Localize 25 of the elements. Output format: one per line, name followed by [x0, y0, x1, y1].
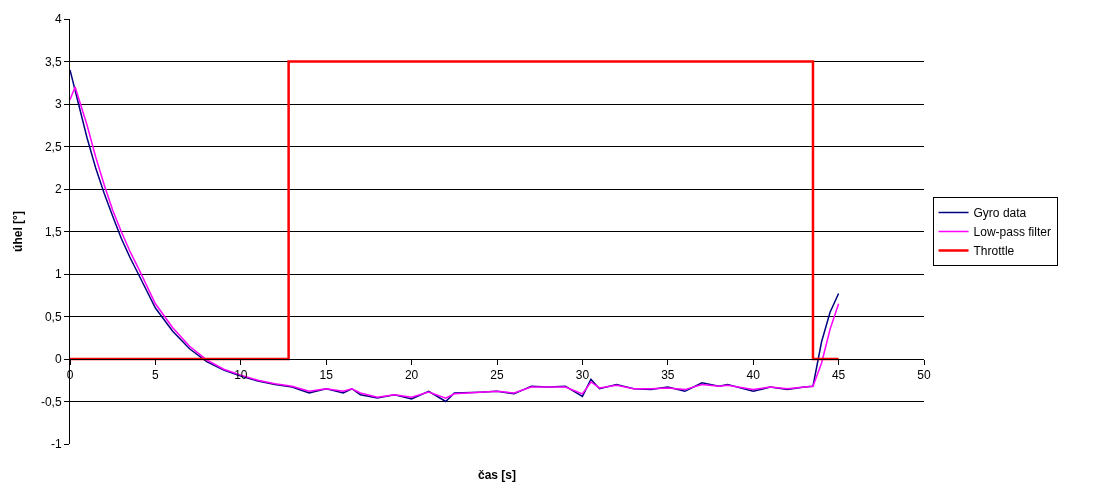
y-tick-label: 0: [54, 352, 62, 367]
y-tick-label: 2: [54, 182, 62, 197]
x-tick-label: 50: [917, 368, 931, 383]
x-tick-label: 35: [661, 368, 675, 383]
x-tick-label: 15: [319, 368, 334, 383]
x-tick-label: 40: [746, 368, 761, 383]
y-tick-label: 1: [54, 267, 62, 282]
x-tick-label: 20: [404, 368, 419, 383]
x-tick-label: 30: [575, 368, 590, 383]
y-tick-label: 3,5: [44, 54, 62, 69]
y-tick-label: 1,5: [44, 224, 62, 239]
y-tick-label: 4: [54, 12, 62, 27]
y-tick-label: 3: [54, 97, 62, 112]
x-tick-label: 45: [831, 368, 846, 383]
legend-label: Throttle: [973, 244, 1015, 259]
legend-label: Gyro data: [973, 206, 1027, 221]
y-tick-label: -0,5: [40, 394, 62, 409]
x-tick-label: 5: [152, 368, 160, 383]
y-tick-label: -1: [50, 437, 62, 452]
x-tick-label: 25: [490, 368, 504, 383]
y-axis-title: úhel [°]: [11, 211, 26, 252]
y-tick-label: 2,5: [44, 139, 62, 154]
x-axis-title: čas [s]: [478, 468, 517, 482]
legend-label: Low-pass filter: [973, 225, 1051, 240]
y-tick-label: 0,5: [44, 309, 62, 324]
